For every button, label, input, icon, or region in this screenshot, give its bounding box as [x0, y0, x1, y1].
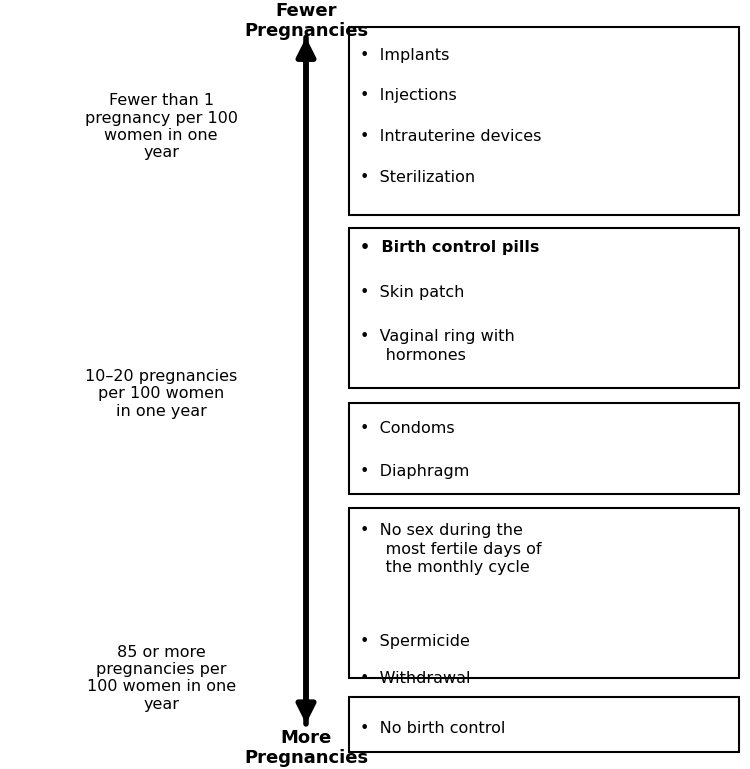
Bar [349, 228, 739, 388]
Text: •  Withdrawal: • Withdrawal [360, 671, 470, 686]
Text: •  Intrauterine devices: • Intrauterine devices [360, 129, 542, 145]
Bar [349, 27, 739, 215]
Text: •  Implants: • Implants [360, 48, 449, 63]
Text: •  No birth control: • No birth control [360, 721, 506, 736]
Text: Fewer
Pregnancies: Fewer Pregnancies [244, 2, 368, 40]
Bar [349, 403, 739, 494]
Text: 85 or more
pregnancies per
100 women in one
year: 85 or more pregnancies per 100 women in … [87, 644, 236, 712]
Text: •  Skin patch: • Skin patch [360, 285, 464, 300]
Text: •  Diaphragm: • Diaphragm [360, 464, 470, 479]
Text: Fewer than 1
pregnancy per 100
women in one
year: Fewer than 1 pregnancy per 100 women in … [85, 93, 238, 161]
Text: •  Birth control pills: • Birth control pills [360, 240, 539, 255]
Text: •  Sterilization: • Sterilization [360, 170, 476, 185]
Text: 10–20 pregnancies
per 100 women
in one year: 10–20 pregnancies per 100 women in one y… [85, 369, 237, 418]
Bar [349, 508, 739, 678]
Text: •  Condoms: • Condoms [360, 421, 454, 437]
Bar [349, 697, 739, 752]
Text: •  Vaginal ring with
     hormones: • Vaginal ring with hormones [360, 329, 514, 363]
Text: More
Pregnancies: More Pregnancies [244, 729, 368, 767]
Text: •  No sex during the
     most fertile days of
     the monthly cycle: • No sex during the most fertile days of… [360, 523, 542, 575]
Text: •  Injections: • Injections [360, 88, 457, 104]
Text: •  Spermicide: • Spermicide [360, 634, 470, 649]
